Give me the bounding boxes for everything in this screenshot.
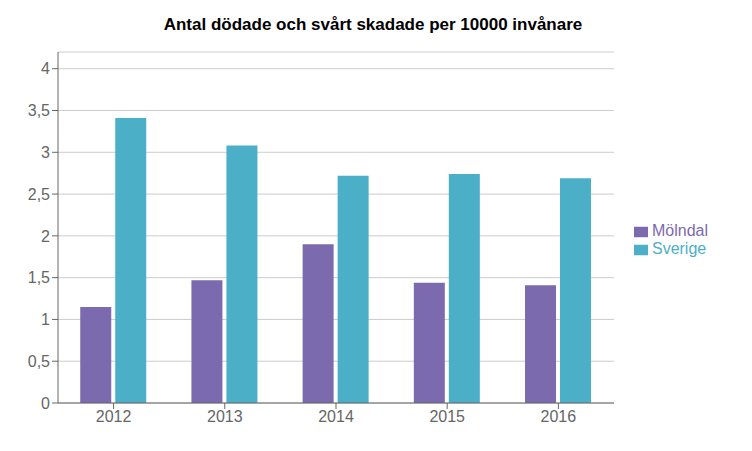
svg-text:3,5: 3,5	[28, 102, 50, 119]
svg-text:3: 3	[41, 144, 50, 161]
svg-text:2,5: 2,5	[28, 186, 50, 203]
html-text:Mölndal: Mölndal	[652, 222, 708, 239]
svg-text:4: 4	[41, 60, 50, 77]
svg-text:2013: 2013	[207, 408, 243, 425]
svg-text:2: 2	[41, 228, 50, 245]
svg-text:2016: 2016	[541, 408, 577, 425]
html-text:Sverige: Sverige	[652, 240, 707, 257]
svg-text:2015: 2015	[429, 408, 465, 425]
svg-text:2012: 2012	[96, 408, 132, 425]
svg-text:0,5: 0,5	[28, 353, 50, 370]
svg-text:2014: 2014	[318, 408, 354, 425]
html-text:Antal dödade och svårt skadade: Antal dödade och svårt skadade per 10000…	[163, 15, 583, 34]
svg-text:1: 1	[41, 311, 50, 328]
svg-text:0: 0	[41, 395, 50, 412]
svg-text:1,5: 1,5	[28, 269, 50, 286]
